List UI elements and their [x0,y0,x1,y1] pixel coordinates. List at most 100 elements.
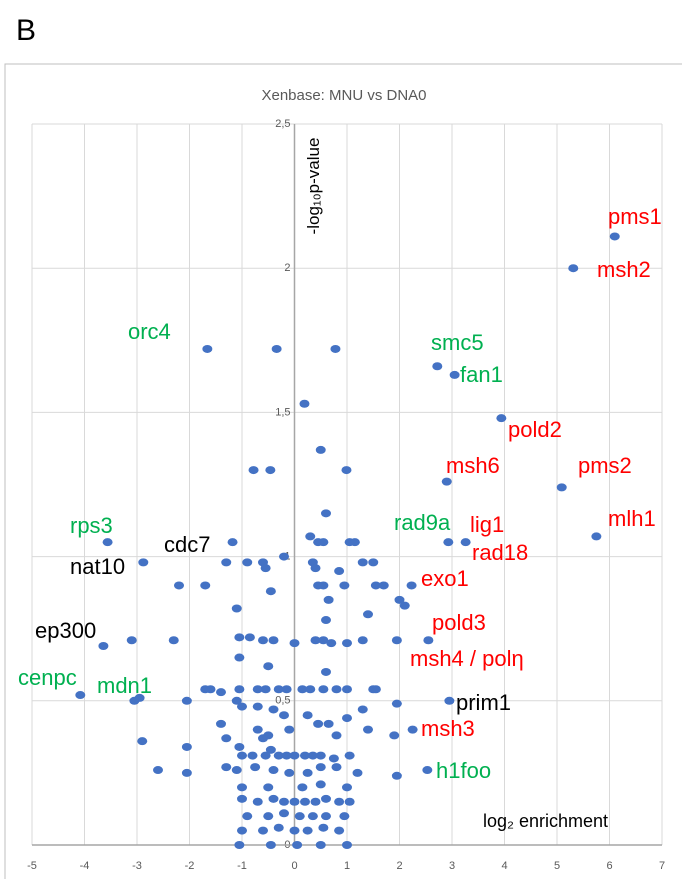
point [263,783,274,792]
point [321,812,331,821]
point [248,466,259,475]
point [389,731,400,740]
point [315,780,326,789]
point [591,532,602,541]
gene-label: pold2 [508,417,562,442]
point [102,538,113,547]
point [279,809,289,818]
point [368,558,379,567]
point [268,636,279,645]
point [321,509,331,518]
point [339,581,350,590]
point [334,826,345,835]
gene-label: fan1 [460,362,503,387]
point [271,344,282,353]
point [496,414,507,423]
point [237,783,247,792]
point [391,636,402,645]
point [265,841,276,849]
x-tick-label: 7 [659,860,665,872]
point [289,639,300,648]
point [399,601,410,610]
point [297,783,308,792]
point [318,636,329,645]
point [378,581,389,590]
point [302,768,313,777]
gene-label: smc5 [431,330,484,355]
point [334,797,345,806]
point [268,794,279,803]
point [315,841,326,849]
point [342,685,352,694]
point [200,581,211,590]
x-tick-label: -2 [185,860,195,872]
point [221,734,232,743]
x-tick-label: -5 [27,860,37,872]
x-tick-label: 3 [449,860,455,872]
point [181,696,192,705]
point [260,564,271,573]
point [318,581,329,590]
point [279,711,289,720]
x-tick-label: -4 [80,860,90,872]
point [349,538,360,547]
y-tick-label: 2,5 [275,118,290,130]
point [237,826,247,835]
point [328,754,339,763]
point [331,685,342,694]
point [363,725,373,734]
point [342,714,352,723]
point [423,636,434,645]
point [342,783,352,792]
point [407,725,418,734]
point [307,812,318,821]
point [252,725,263,734]
gene-label: mdn1 [97,673,152,698]
gene-label: pms2 [578,453,632,478]
point [330,344,341,353]
point [443,538,454,547]
point [321,794,331,803]
point [344,751,355,760]
point [231,766,242,775]
gene-label: msh4 / polη [410,646,524,671]
x-tick-label: -1 [237,860,247,872]
point [268,705,279,714]
point [315,751,326,760]
point [279,797,289,806]
chart-title: Xenbase: MNU vs DNA0 [261,87,426,104]
point [556,483,567,492]
point [444,696,455,705]
point [268,766,279,775]
point [273,685,284,694]
point [284,768,295,777]
point [357,705,368,714]
point [391,699,402,708]
point [227,538,238,547]
point [334,567,345,576]
point [344,797,355,806]
point [394,595,405,604]
x-tick-label: 6 [606,860,612,872]
point [302,826,313,835]
point [289,751,300,760]
point [174,581,184,590]
point [357,636,368,645]
point [260,685,271,694]
point [307,751,318,760]
gene-label: rad18 [472,540,528,565]
point [221,558,232,567]
point [216,719,226,728]
point [318,685,329,694]
point [258,734,268,743]
point [323,719,334,728]
point [321,667,331,676]
x-tick-label: -3 [132,860,142,872]
point [315,763,326,772]
point [252,702,263,711]
chart-frame [4,63,682,879]
point [318,538,329,547]
point [134,693,145,702]
point [265,587,276,596]
point [279,552,289,561]
